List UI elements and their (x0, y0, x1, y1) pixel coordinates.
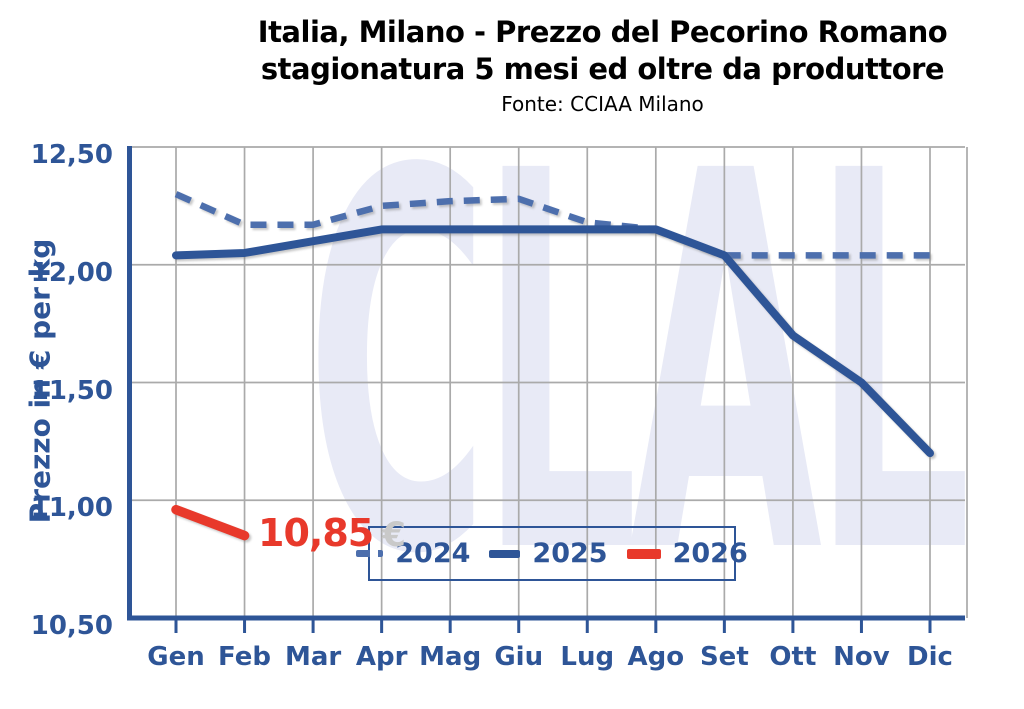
axes (127, 146, 965, 633)
legend-label-2025: 2025 (532, 538, 608, 569)
legend-label-2026: 2026 (672, 538, 748, 569)
legend: 2024 2025 2026 (356, 526, 748, 581)
legend-dashed-line-swatch (356, 550, 384, 557)
chart-title-line2: stagionatura 5 mesi ed oltre da produtto… (260, 52, 945, 86)
watermark-layer: CLAL (306, 63, 978, 669)
price-annotation-value: 10,85 (258, 511, 374, 555)
series-lines (171, 191, 934, 541)
chart-source: Fonte: CCIAA Milano (501, 92, 704, 116)
legend-red-line-swatch (626, 548, 661, 559)
watermark: CLAL (306, 63, 969, 669)
y-axis-title: Prezzo in € per kg (23, 238, 57, 524)
legend-item-2025: 2025 (489, 538, 608, 569)
series-line-2026 (171, 504, 250, 541)
legend-item-2024: 2024 (356, 538, 470, 569)
legend-item-2026: 2026 (626, 538, 748, 569)
chart-title-line1: Italia, Milano - Prezzo del Pecorino Rom… (257, 15, 948, 49)
price-annotation: 10,85 € (258, 511, 406, 555)
chart-header: Italia, Milano - Prezzo del Pecorino Rom… (180, 14, 1024, 118)
euro-currency-watermark: € (382, 515, 406, 555)
series-line-2024 (174, 191, 930, 259)
legend-label-2024: 2024 (395, 538, 471, 569)
series-line-2025 (172, 225, 934, 458)
legend-solid-line-swatch (489, 549, 521, 558)
